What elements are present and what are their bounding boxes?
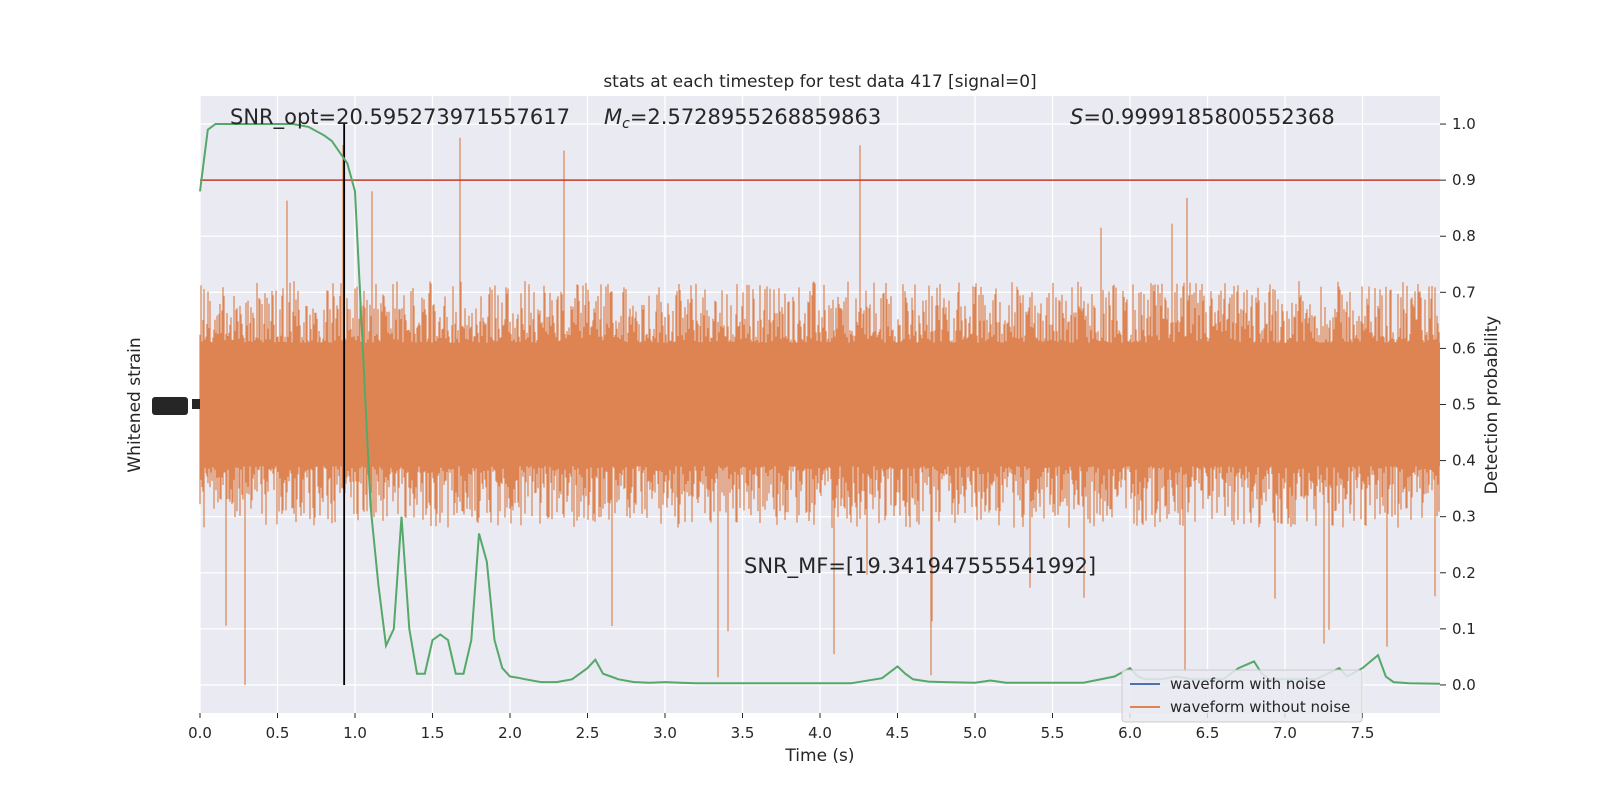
y-tick-label-3: 0.3: [1452, 508, 1476, 526]
x-axis-ticks: 0.0 0.5 1.0 1.5 2.0 2.5 3.0 3.5 4.0 4.5 5.0 5.5 6.0 6…: [188, 713, 1374, 742]
y-tick-label-5: 0.5: [1452, 396, 1476, 414]
x-tick-label-10: 5.0: [963, 724, 987, 742]
x-tick-label-15: 7.5: [1351, 724, 1375, 742]
s-annotation: S=0.9999185800552368: [1070, 105, 1335, 129]
x-tick-label-6: 3.0: [653, 724, 677, 742]
x-tick-label-8: 4.0: [808, 724, 832, 742]
x-tick-label-13: 6.5: [1196, 724, 1220, 742]
snr-opt-annotation: SNR_opt=20.595273971557617: [230, 105, 570, 130]
x-tick-label-11: 5.5: [1041, 724, 1065, 742]
y-axis-right-ticks: 0.0 0.1 0.2 0.3 0.4 0.5 0.6 0.7 0.8 0.9 1.0: [1440, 115, 1476, 694]
y-tick-label-7: 0.7: [1452, 283, 1476, 301]
x-tick-label-1: 0.5: [266, 724, 290, 742]
y-axis-right-label: Detection probability: [1482, 316, 1502, 495]
x-axis-label: Time (s): [784, 746, 854, 766]
legend-label-waveform-without-noise: waveform without noise: [1170, 698, 1350, 716]
left-axis-tick-cluster: [152, 397, 188, 415]
y-tick-label-9: 0.9: [1452, 171, 1476, 189]
legend-box: [1121, 669, 1363, 723]
noise-band: [199, 137, 1440, 685]
legend-label-waveform-with-noise: waveform with noise: [1170, 675, 1326, 693]
x-tick-label-7: 3.5: [731, 724, 755, 742]
x-tick-label-9: 4.5: [886, 724, 910, 742]
y-tick-label-2: 0.2: [1452, 564, 1476, 582]
noise-band-trace: [199, 137, 1440, 685]
y-tick-label-6: 0.6: [1452, 339, 1476, 357]
left-axis-squeezed-ticks: [152, 397, 200, 415]
y-tick-label-1: 0.1: [1452, 620, 1476, 638]
x-tick-label-12: 6.0: [1118, 724, 1142, 742]
x-tick-label-4: 2.0: [498, 724, 522, 742]
y-axis-left-label: Whitened strain: [125, 337, 145, 472]
x-tick-label-0: 0.0: [188, 724, 212, 742]
chirp-mass-annotation: Mc=2.5728955268859863: [604, 105, 881, 132]
left-axis-tick-mark: [192, 399, 200, 409]
y-tick-label-0: 0.0: [1452, 676, 1476, 694]
x-tick-label-5: 2.5: [576, 724, 600, 742]
legend: waveform with noise waveform without noi…: [1121, 669, 1363, 723]
chart-title: stats at each timestep for test data 417…: [603, 72, 1036, 92]
snr-mf-annotation: SNR_MF=[19.341947555541992]: [744, 554, 1096, 579]
y-tick-label-8: 0.8: [1452, 227, 1476, 245]
x-tick-label-3: 1.5: [421, 724, 445, 742]
y-tick-label-4: 0.4: [1452, 452, 1476, 470]
x-tick-label-14: 7.0: [1273, 724, 1297, 742]
x-tick-label-2: 1.0: [343, 724, 367, 742]
y-tick-label-10: 1.0: [1452, 115, 1476, 133]
